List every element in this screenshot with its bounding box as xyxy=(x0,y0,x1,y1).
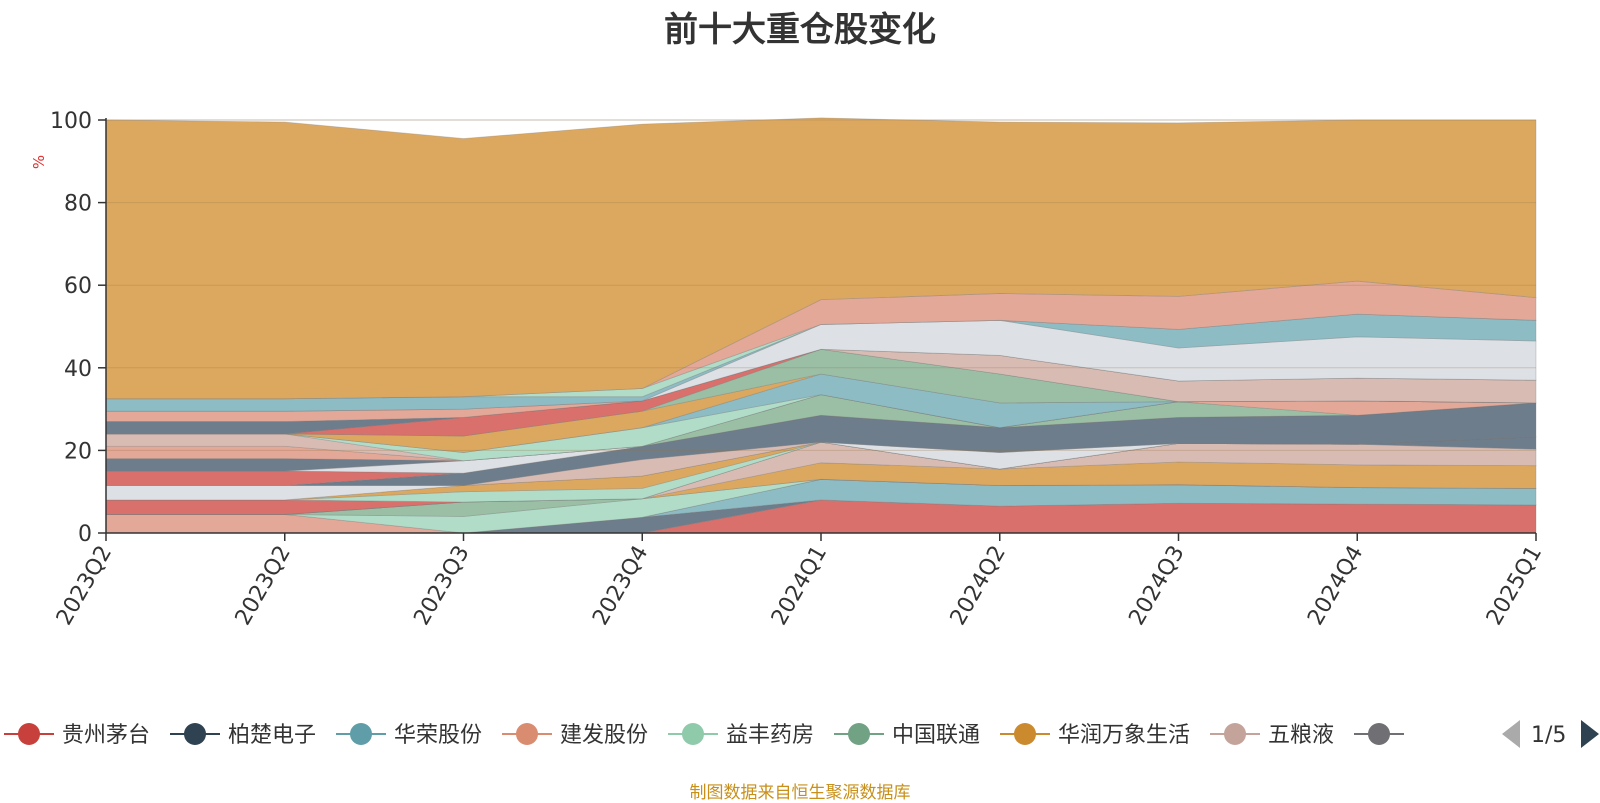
x-tick-label-1: 2023Q2 xyxy=(52,542,117,630)
area-series-30 xyxy=(106,319,1537,412)
legend-marker-2 xyxy=(184,723,206,745)
legend-label-3: 华荣股份 xyxy=(394,723,482,748)
legend-label-5: 益丰药房 xyxy=(726,723,814,748)
legend-marker-6 xyxy=(848,723,870,745)
area-series xyxy=(105,117,1537,534)
x-tick-label-8: 2024Q4 xyxy=(1303,542,1368,630)
legend-prev-page-icon[interactable] xyxy=(1502,720,1520,748)
y-tick-label-40: 40 xyxy=(64,357,92,382)
x-tick-label-7: 2024Q3 xyxy=(1124,542,1189,630)
x-tick-label-9: 2025Q1 xyxy=(1482,542,1547,630)
legend-marker-4 xyxy=(516,723,538,745)
legend-item-4[interactable]: 建发股份 xyxy=(502,723,648,748)
area-series-20 xyxy=(105,394,1537,462)
legend-item-9[interactable] xyxy=(1354,723,1404,745)
legend-item-1[interactable]: 贵州茅台 xyxy=(4,723,150,748)
legend-next-page-icon[interactable] xyxy=(1581,720,1599,748)
y-axis-label: % xyxy=(30,155,48,169)
legend-marker-3 xyxy=(350,723,372,745)
legend-label-1: 贵州茅台 xyxy=(62,723,150,748)
legend-marker-5 xyxy=(682,723,704,745)
legend-label-4: 建发股份 xyxy=(560,723,648,748)
legend-marker-8 xyxy=(1224,723,1246,745)
legend-marker-9 xyxy=(1368,723,1390,745)
x-tick-label-3: 2023Q3 xyxy=(409,542,474,630)
legend-item-5[interactable]: 益丰药房 xyxy=(668,723,814,748)
y-tick-label-80: 80 xyxy=(64,192,92,217)
x-tick-label-5: 2024Q1 xyxy=(767,542,832,630)
area-series-15 xyxy=(106,402,1537,486)
legend-label-8: 五粮液 xyxy=(1268,723,1334,748)
legend-marker-7 xyxy=(1014,723,1036,745)
legend-item-6[interactable]: 中国联通 xyxy=(834,723,980,748)
y-tick-label-20: 20 xyxy=(64,439,92,464)
legend[interactable]: 贵州茅台 柏楚电子 华荣股份 建发股份 益丰药房 中国联通 华润万象生活 五粮液 1/5 xyxy=(4,720,1599,748)
legend-label-6: 中国联通 xyxy=(892,723,980,748)
legend-item-2[interactable]: 柏楚电子 xyxy=(170,723,316,748)
y-tick-label-100: 100 xyxy=(50,109,92,134)
y-tick-label-60: 60 xyxy=(64,274,92,299)
legend-item-7[interactable]: 华润万象生活 xyxy=(1000,723,1190,748)
legend-label-7: 华润万象生活 xyxy=(1058,723,1190,748)
legend-page-indicator: 1/5 xyxy=(1531,723,1566,748)
x-tick-label-6: 2024Q2 xyxy=(946,542,1011,630)
area-series-34 xyxy=(105,117,1537,400)
legend-item-8[interactable]: 五粮液 xyxy=(1210,723,1334,748)
y-tick-label-0: 0 xyxy=(78,522,92,547)
legend-label-2: 柏楚电子 xyxy=(228,723,316,748)
x-tick-label-4: 2023Q4 xyxy=(588,542,653,630)
chart-title: 前十大重仓股变化 xyxy=(664,10,936,50)
legend-marker-1 xyxy=(18,723,40,745)
x-tick-label-2: 2023Q2 xyxy=(231,542,296,630)
legend-item-3[interactable]: 华荣股份 xyxy=(336,723,482,748)
data-source-note: 制图数据来自恒生聚源数据库 xyxy=(689,783,911,803)
